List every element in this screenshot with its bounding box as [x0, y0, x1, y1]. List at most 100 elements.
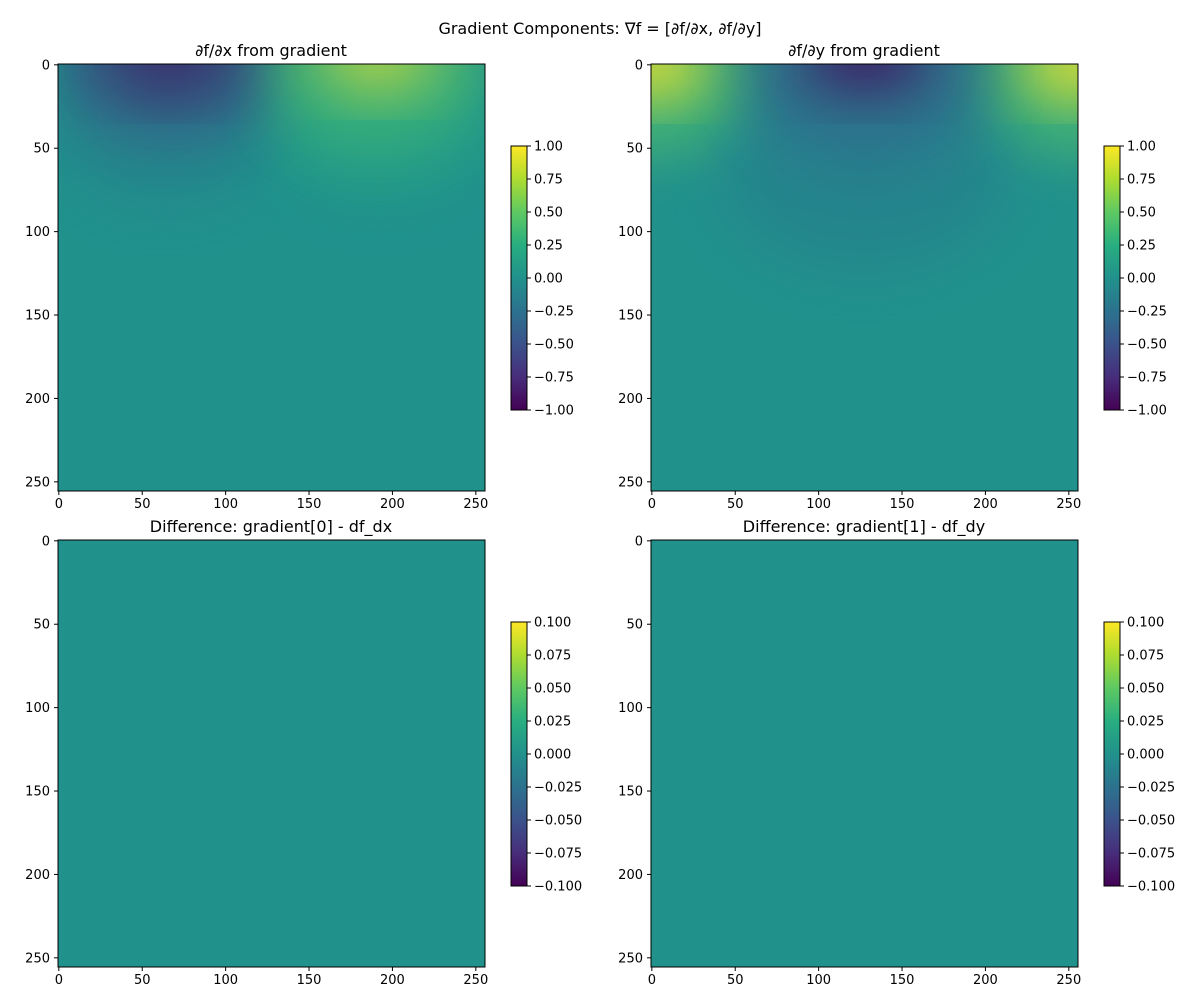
colorbar-tick-label: −0.25: [534, 305, 574, 320]
y-tick-label: 100: [618, 701, 643, 716]
x-axis: 0 50 100 150 200 250: [648, 491, 1081, 512]
colorbar-tick-label: −1.00: [534, 404, 574, 419]
colorbar-tick-label: 0.25: [1127, 239, 1156, 254]
colorbar-tick-label: 0.100: [534, 616, 571, 631]
colorbar-tick-label: −1.00: [1127, 404, 1167, 419]
x-tick-label: 50: [727, 497, 744, 512]
y-tick-label: 100: [25, 701, 50, 716]
axes-frame: [650, 63, 1079, 492]
panel-diff-dy: Difference: gradient[1] - df_dy 0 50 100 15…: [618, 517, 1175, 988]
colorbar-tick-label: 0.25: [534, 239, 563, 254]
colorbar-tick-label: −0.050: [534, 814, 582, 829]
x-tick-label: 50: [727, 973, 744, 988]
colorbar-tick-label: 0.100: [1127, 616, 1164, 631]
x-tick-label: 0: [648, 497, 656, 512]
panel-dfdx: ∂f/∂x from gradient 0 50 100 150 200 250 0 50 1…: [25, 41, 574, 512]
colorbar-tick-label: 0.050: [1127, 682, 1164, 697]
colorbar-tick-label: −0.100: [1127, 880, 1175, 895]
axes-frame: [57, 63, 486, 492]
x-tick-label: 250: [1056, 497, 1081, 512]
colorbar-tick-label: −0.100: [534, 880, 582, 895]
y-tick-label: 200: [618, 868, 643, 883]
y-tick-label: 100: [25, 225, 50, 240]
colorbar-tick-label: 0.075: [1127, 649, 1164, 664]
colorbar-tick-label: 0.000: [1127, 748, 1164, 763]
colorbar-tick-label: 0.050: [534, 682, 571, 697]
y-tick-label: 150: [618, 309, 643, 324]
colorbar-tick-label: 0.025: [1127, 715, 1164, 730]
panel-title: Difference: gradient[1] - df_dy: [743, 517, 985, 537]
x-tick-label: 50: [134, 497, 151, 512]
x-tick-label: 150: [890, 497, 915, 512]
colorbar-tick-label: 0.75: [534, 173, 563, 188]
y-tick-label: 50: [33, 618, 50, 633]
colorbar-tick-label: −0.25: [1127, 305, 1167, 320]
y-tick-label: 250: [25, 951, 50, 966]
y-tick-label: 250: [25, 475, 50, 490]
colorbar-tick-label: 0.75: [1127, 173, 1156, 188]
y-tick-label: 50: [626, 618, 643, 633]
colorbar: 0.100 0.075 0.050 0.025 0.000 −0.025 −0.050 −0.…: [1103, 616, 1175, 895]
x-axis: 0 50 100 150 200 250: [648, 967, 1081, 988]
y-tick-label: 50: [33, 142, 50, 157]
x-tick-label: 100: [806, 497, 831, 512]
y-tick-label: 200: [25, 392, 50, 407]
y-tick-label: 250: [618, 475, 643, 490]
x-tick-label: 200: [380, 497, 405, 512]
colorbar-tick-label: 1.00: [1127, 140, 1156, 155]
colorbar-tick-label: −0.75: [534, 371, 574, 386]
colorbar-tick-label: −0.50: [1127, 338, 1167, 353]
colorbar: 1.00 0.75 0.50 0.25 0.00 −0.25 −0.50 −0.75 −1.00: [510, 140, 574, 419]
y-axis: 0 50 100 150 200 250: [25, 534, 58, 966]
x-tick-label: 200: [973, 973, 998, 988]
y-tick-label: 150: [25, 309, 50, 324]
axes-frame: [57, 539, 486, 968]
x-tick-label: 100: [213, 973, 238, 988]
axes-frame: [650, 539, 1079, 968]
x-tick-label: 0: [55, 973, 63, 988]
x-tick-label: 100: [213, 497, 238, 512]
y-tick-label: 200: [25, 868, 50, 883]
colorbar-tick-label: −0.50: [534, 338, 574, 353]
x-tick-label: 50: [134, 973, 151, 988]
y-axis: 0 50 100 150 200 250: [618, 534, 651, 966]
x-tick-label: 250: [463, 497, 488, 512]
colorbar-tick-label: 0.50: [1127, 206, 1156, 221]
heatmap-image: [651, 64, 1078, 491]
colorbar-tick-label: 0.00: [1127, 272, 1156, 287]
colorbar-tick-label: −0.075: [534, 847, 582, 862]
colorbar: 1.00 0.75 0.50 0.25 0.00 −0.25 −0.50 −0.75 −1.00: [1103, 140, 1167, 419]
y-tick-label: 150: [25, 785, 50, 800]
y-tick-label: 50: [626, 142, 643, 157]
panel-title: Difference: gradient[0] - df_dx: [150, 517, 392, 537]
colorbar-tick-label: −0.025: [534, 781, 582, 796]
colorbar-tick-label: 0.00: [534, 272, 563, 287]
colorbar-tick-label: 0.025: [534, 715, 571, 730]
x-tick-label: 200: [973, 497, 998, 512]
y-axis: 0 50 100 150 200 250: [618, 58, 651, 490]
x-axis: 0 50 100 150 200 250: [55, 491, 488, 512]
y-tick-label: 200: [618, 392, 643, 407]
x-tick-label: 100: [806, 973, 831, 988]
panel-dfdy: ∂f/∂y from gradient 0 50 100 150 200 250 0 50 1…: [618, 41, 1167, 512]
x-tick-label: 200: [380, 973, 405, 988]
heatmap-image: [651, 540, 1078, 967]
colorbar-tick-label: 0.075: [534, 649, 571, 664]
colorbar-tick-label: 1.00: [534, 140, 563, 155]
colorbar: 0.100 0.075 0.050 0.025 0.000 −0.025 −0.050 −0.…: [510, 616, 582, 895]
y-tick-label: 150: [618, 785, 643, 800]
colorbar-tick-label: 0.50: [534, 206, 563, 221]
x-tick-label: 250: [463, 973, 488, 988]
colorbar-tick-label: −0.075: [1127, 847, 1175, 862]
x-tick-label: 0: [55, 497, 63, 512]
panel-diff-dx: Difference: gradient[0] - df_dx 0 50 100 15…: [25, 517, 582, 988]
y-tick-label: 250: [618, 951, 643, 966]
y-tick-label: 0: [635, 534, 643, 549]
y-tick-label: 0: [42, 58, 50, 73]
x-tick-label: 250: [1056, 973, 1081, 988]
y-tick-label: 100: [618, 225, 643, 240]
panel-title: ∂f/∂x from gradient: [195, 41, 347, 60]
x-axis: 0 50 100 150 200 250: [55, 967, 488, 988]
x-tick-label: 150: [890, 973, 915, 988]
